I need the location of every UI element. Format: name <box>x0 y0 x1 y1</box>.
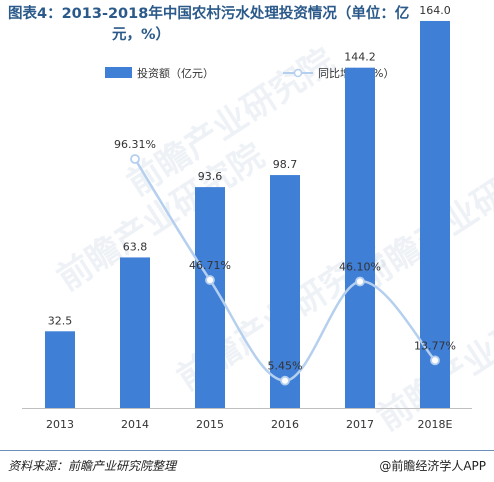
legend-bar-swatch <box>105 67 132 78</box>
bar <box>45 331 75 408</box>
x-tick-label: 2016 <box>271 418 299 431</box>
growth-point <box>430 355 440 366</box>
chart-title: 图表4：2013-2018年中国农村污水处理投资情况（单位：亿 元，%） <box>8 4 486 46</box>
x-tick-label: 2018E <box>418 418 453 431</box>
growth-point <box>205 275 215 285</box>
growth-point <box>280 375 290 386</box>
bar <box>345 67 375 409</box>
growth-value-label: 46.71% <box>189 259 231 272</box>
growth-value-label: 13.77% <box>414 339 456 352</box>
bar-value-label: 164.0 <box>419 4 451 17</box>
bar-value-label: 144.2 <box>344 51 376 64</box>
growth-value-label: 96.31% <box>114 138 156 151</box>
growth-point <box>130 154 140 164</box>
bar-value-label: 32.5 <box>48 314 73 327</box>
bar-value-label: 63.8 <box>123 240 148 253</box>
chart-title-line1: 图表4：2013-2018年中国农村污水处理投资情况（单位：亿 <box>8 6 410 22</box>
source-note: 资料来源：前瞻产业研究院整理 <box>8 459 177 473</box>
bar-value-label: 93.6 <box>198 170 223 183</box>
chart: 投资额（亿元）同比增长（%）32.563.893.698.7144.2164.0… <box>22 4 472 431</box>
legend-bar-label: 投资额（亿元） <box>137 66 214 80</box>
bar <box>120 257 150 408</box>
x-tick-label: 2015 <box>196 418 224 431</box>
growth-point <box>355 276 365 287</box>
x-tick-label: 2013 <box>46 418 74 431</box>
bar <box>270 175 300 408</box>
bar <box>420 20 450 409</box>
footer: 资料来源：前瞻产业研究院整理 @前瞻经济学人APP <box>0 450 494 482</box>
x-tick-label: 2017 <box>346 418 374 431</box>
legend-line-marker <box>293 68 303 78</box>
growth-value-label: 5.45% <box>268 360 303 373</box>
chart-title-line2: 元，%） <box>112 27 171 43</box>
x-tick-label: 2014 <box>121 418 149 431</box>
growth-value-label: 46.10% <box>339 261 381 274</box>
brand-credit: @前瞻经济学人APP <box>379 459 486 473</box>
bar-value-label: 98.7 <box>273 158 298 171</box>
